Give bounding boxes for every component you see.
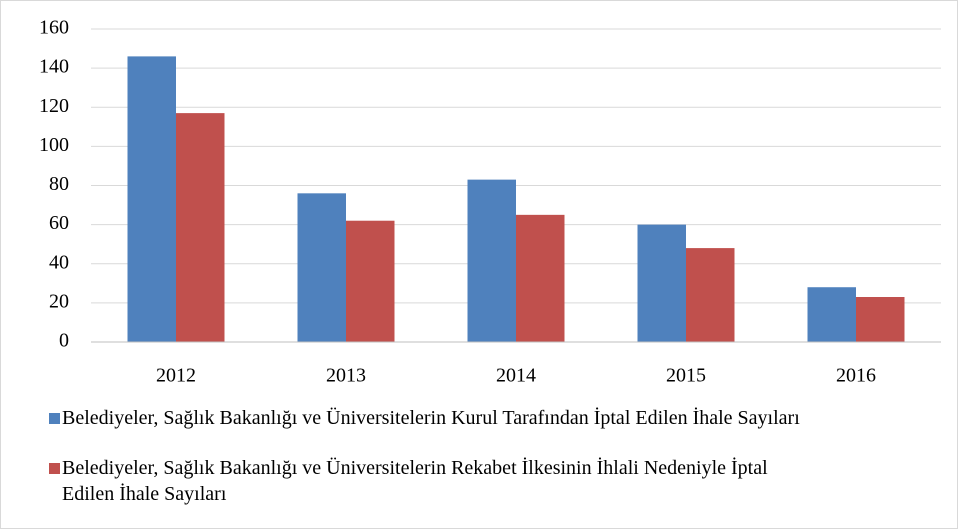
y-tick-label: 140 (39, 56, 69, 78)
bar (856, 297, 905, 342)
bar (346, 220, 395, 342)
legend-item: Belediyeler, Sağlık Bakanlığı ve Ünivers… (49, 455, 949, 507)
y-tick-label: 80 (49, 173, 69, 195)
bar (516, 214, 565, 342)
y-tick-label: 160 (39, 17, 69, 39)
x-tick-label: 2015 (666, 365, 706, 387)
y-tick-label: 120 (39, 95, 69, 117)
legend-swatch (49, 413, 60, 424)
legend: Belediyeler, Sağlık Bakanlığı ve Ünivers… (49, 405, 949, 528)
bar (176, 113, 225, 343)
legend-label: Belediyeler, Sağlık Bakanlığı ve Ünivers… (62, 407, 800, 429)
x-tick-label: 2012 (156, 365, 196, 387)
bar (127, 56, 176, 342)
y-tick-label: 60 (49, 212, 69, 234)
bar (297, 193, 346, 342)
y-tick-label: 100 (39, 134, 69, 156)
y-tick-label: 40 (49, 251, 69, 273)
x-tick-label: 2013 (326, 365, 366, 387)
y-tick-label: 20 (49, 290, 69, 312)
y-tick-label: 0 (59, 330, 69, 352)
bar (686, 248, 735, 342)
bar (637, 224, 686, 342)
plot: 0 20 40 60 80 100 120 140 160 2012 2013 2014 2015 201… (39, 17, 941, 387)
bar (807, 287, 856, 342)
x-tick-label: 2014 (496, 365, 536, 387)
x-tick-label: 2016 (836, 365, 876, 387)
legend-item: Belediyeler, Sağlık Bakanlığı ve Ünivers… (49, 405, 949, 431)
legend-label: Belediyeler, Sağlık Bakanlığı ve Ünivers… (62, 457, 768, 505)
legend-swatch (49, 463, 60, 474)
bar (467, 179, 516, 342)
